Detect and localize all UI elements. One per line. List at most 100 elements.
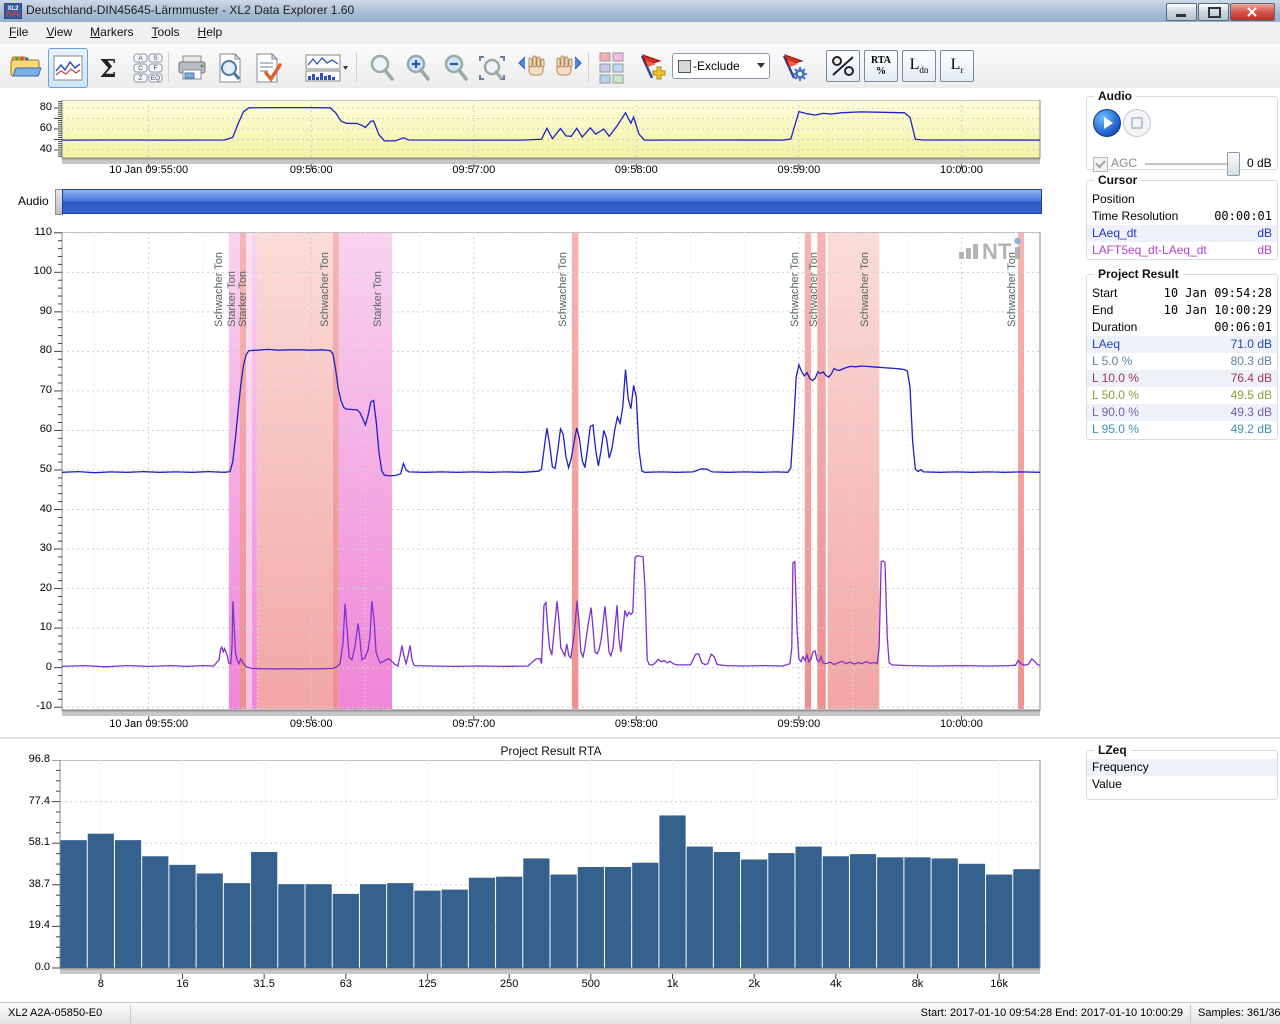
svg-text:F: F — [154, 65, 158, 72]
marker-settings-button[interactable] — [774, 48, 814, 88]
zoom-tool-button[interactable] — [362, 48, 402, 88]
axis-label: 2k — [748, 978, 760, 990]
rta-bar-8 — [88, 834, 114, 968]
menu-help[interactable]: Help — [189, 22, 232, 42]
zoom-selection-button[interactable] — [472, 48, 512, 88]
ldn-button[interactable]: Ldn — [902, 50, 936, 82]
rta-bar-12.5k — [959, 864, 985, 968]
lr-label: Lr — [951, 56, 964, 75]
axis-label: 10 — [30, 621, 52, 633]
minimize-icon — [1176, 14, 1186, 17]
level-view-button[interactable] — [48, 48, 88, 88]
pan-right-button[interactable] — [548, 48, 588, 88]
zoom-in-button[interactable] — [398, 48, 438, 88]
volume-slider[interactable] — [1145, 163, 1237, 166]
panel-row: Start10 Jan 09:54:28 — [1087, 285, 1277, 302]
svg-text:C: C — [138, 65, 143, 72]
zoom-in-icon — [405, 54, 431, 82]
rta-bar-800 — [632, 863, 658, 968]
channel-select-button[interactable]: A S C F Z EQ — [128, 48, 168, 88]
rta-bar-50 — [306, 884, 332, 968]
axis-label: 09:56:00 — [290, 164, 333, 176]
print-preview-button[interactable] — [210, 48, 250, 88]
rta-bar-5k — [850, 854, 876, 968]
rta-bar-10 — [115, 840, 141, 968]
rta-bar-10k — [932, 858, 958, 968]
add-marker-button[interactable] — [632, 48, 672, 88]
rta-bar-12.5 — [142, 856, 168, 968]
rta-bar-500 — [578, 867, 604, 968]
rta-bar-125 — [414, 891, 440, 968]
audio-stop-button[interactable] — [1123, 109, 1151, 137]
axis-label: -10 — [30, 700, 52, 712]
rta-chart-title: Project Result RTA — [62, 744, 1040, 758]
zoom-out-button[interactable] — [436, 48, 476, 88]
open-project-button[interactable] — [6, 48, 46, 88]
open-folder-icon — [10, 54, 42, 82]
rta-bar-40 — [278, 884, 304, 968]
marker-type-dropdown[interactable]: -Exclude — [672, 53, 770, 79]
gain-value: 0 dB — [1247, 156, 1272, 170]
title-bar[interactable]: XL2 Deutschland-DIN45645-Lärmmuster - XL… — [0, 0, 1280, 23]
percent-icon — [829, 53, 857, 79]
rta-bar-80 — [360, 884, 386, 968]
magnifier-icon — [369, 54, 395, 82]
marker-label: Schwacher Ton — [789, 252, 801, 327]
chart-type-dropdown[interactable] — [302, 48, 352, 88]
menu-file[interactable]: File — [0, 22, 37, 42]
axis-label: 16k — [990, 978, 1008, 990]
svg-text:A: A — [138, 55, 143, 62]
axis-label: 58.1 — [22, 836, 50, 848]
rta-percent-button[interactable]: RTA % — [864, 50, 898, 82]
marker-colors-button[interactable] — [594, 48, 630, 88]
report-button[interactable] — [248, 48, 288, 88]
axis-label: 38.7 — [22, 878, 50, 890]
volume-slider-handle[interactable] — [1227, 152, 1240, 176]
level-chart-icon — [53, 55, 83, 81]
percent-button[interactable] — [826, 50, 860, 82]
audio-play-button[interactable] — [1093, 109, 1121, 137]
axis-label: 63 — [340, 978, 352, 990]
rta-bar-315 — [523, 858, 549, 968]
axis-label: 0.0 — [22, 961, 50, 973]
audio-panel: Audio AGC 0 dB — [1086, 96, 1278, 170]
samples-count: Samples: 361/361 — [1198, 1007, 1280, 1019]
main-chart[interactable]: NTSchwacher TonStarker TonStarker TonSch… — [54, 232, 1042, 725]
marker-label: Starker Ton — [372, 271, 384, 327]
marker-settings-flag-icon — [778, 52, 810, 84]
menu-view[interactable]: View — [37, 22, 81, 42]
axis-label: 10:00:00 — [940, 718, 983, 730]
agc-checkbox[interactable] — [1093, 157, 1108, 172]
lr-button[interactable]: Lr — [940, 50, 974, 82]
summary-button[interactable]: Σ — [88, 48, 128, 88]
rta-bar-31.5 — [251, 852, 277, 968]
rta-bar-100 — [387, 883, 413, 968]
menu-markers[interactable]: Markers — [81, 22, 142, 42]
maximize-button[interactable] — [1198, 3, 1229, 21]
pan-left-button[interactable] — [512, 48, 552, 88]
rta-chart[interactable] — [52, 760, 1042, 985]
zoom-out-icon — [443, 54, 469, 82]
axis-label: 60 — [30, 122, 52, 134]
agc-label: AGC — [1111, 156, 1137, 170]
axis-label: 1k — [667, 978, 679, 990]
rta-bar-16k — [986, 875, 1012, 968]
axis-label: 30 — [30, 542, 52, 554]
print-button[interactable] — [172, 48, 212, 88]
close-button[interactable] — [1230, 3, 1275, 21]
axis-label: 8k — [912, 978, 924, 990]
marker-label: Schwacher Ton — [859, 252, 871, 327]
rta-bar-4k — [823, 856, 849, 968]
minimize-button[interactable] — [1166, 3, 1197, 21]
audio-waveform-bar[interactable] — [62, 189, 1042, 214]
axis-label: 10 Jan 09:55:00 — [109, 164, 188, 176]
rta-label: RTA — [871, 55, 891, 66]
rta-bar-1.6k — [714, 852, 740, 968]
menu-tools[interactable]: Tools — [143, 22, 189, 42]
axis-label: 09:57:00 — [452, 718, 495, 730]
lzeq-panel: LZeq FrequencyValue — [1086, 750, 1278, 800]
pane-splitter[interactable] — [0, 737, 1280, 739]
overview-chart[interactable] — [54, 100, 1042, 173]
audio-track-label: Audio — [18, 194, 49, 208]
pan-right-hand-icon — [553, 55, 583, 81]
